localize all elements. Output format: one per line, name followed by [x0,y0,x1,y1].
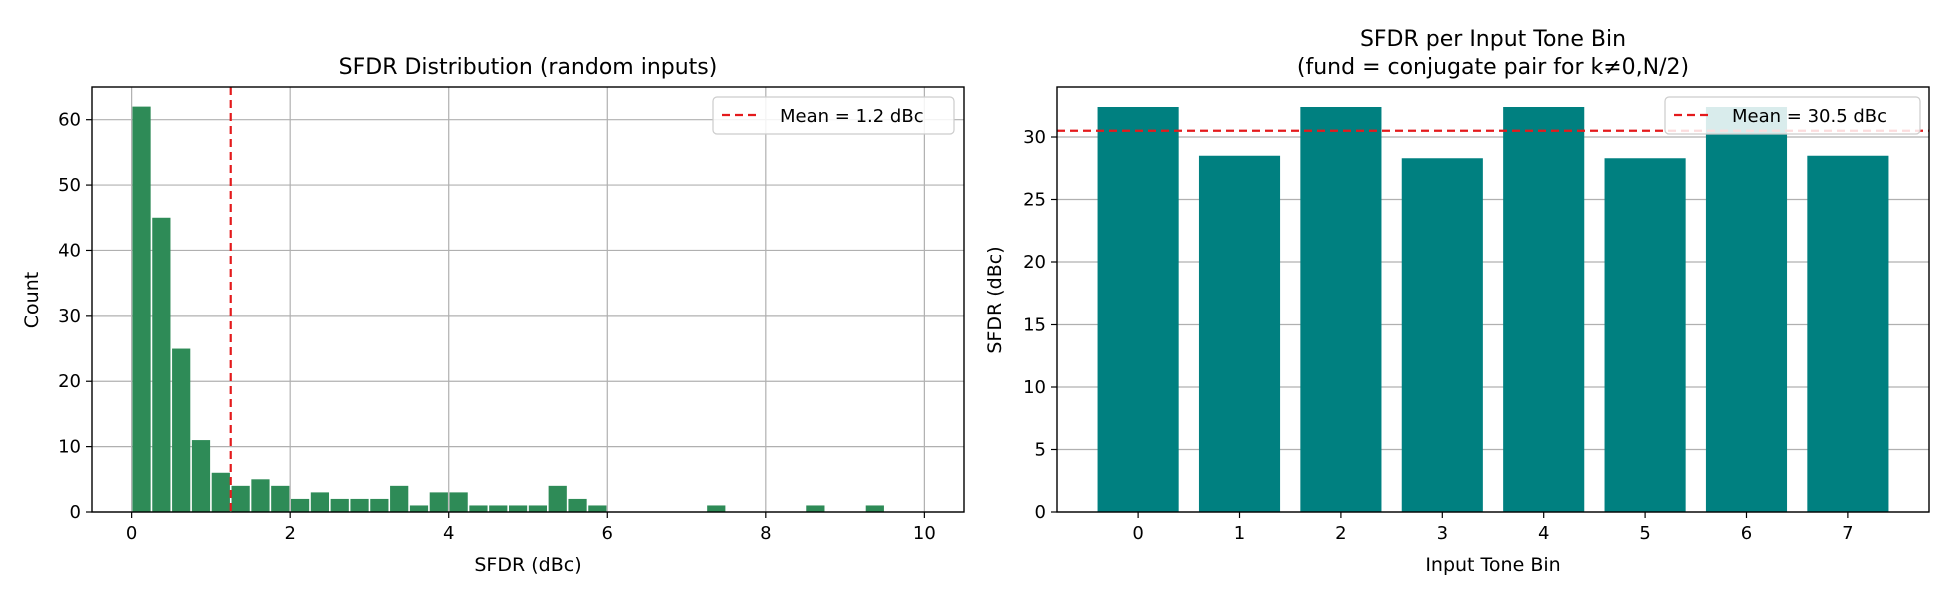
chart1-histogram-bar [330,498,349,512]
chart1-legend-label: Mean = 1.2 dBc [780,106,924,127]
chart1-histogram-bar [290,498,310,512]
chart2-title: SFDR per Input Tone Bin [1360,27,1626,52]
chart1-histogram-bar [588,505,607,512]
chart2-x-tick-label: 6 [1741,523,1752,544]
chart2-bar [1807,155,1889,512]
histogram-chart: SFDR Distribution (random inputs) 0 2 4 6 8 1… [21,55,965,576]
bar-chart: SFDR per Input Tone Bin (fund = conjugat… [984,27,1930,576]
chart2-bar [1097,107,1179,512]
chart2-x-tick-label: 7 [1842,523,1853,544]
chart1-histogram-bar [449,492,468,512]
chart2-y-tick-label: 5 [1035,440,1046,461]
chart1-histogram-bar [211,472,230,512]
chart1-x-tick-label: 6 [602,523,613,544]
chart2-bar [1198,155,1281,512]
chart1-histogram-bar [409,505,429,512]
chart1-histogram-bar [390,485,409,512]
chart2-legend-label: Mean = 30.5 dBc [1732,106,1887,127]
chart1-y-ticks: 0 10 20 30 40 50 60 [58,110,92,523]
chart2-subtitle: (fund = conjugate pair for k≠0,N/2) [1297,55,1689,80]
chart1-x-axis-label: SFDR (dBc) [474,554,581,576]
chart1-histogram-bar [707,505,726,512]
chart1-histogram-bar [231,485,250,512]
chart1-x-tick-label: 8 [760,523,771,544]
chart2-y-axis-label: SFDR (dBc) [984,246,1006,353]
chart2-bar [1401,158,1483,512]
chart1-y-tick-label: 50 [58,175,81,196]
chart2-x-ticks: 0 1 2 3 4 5 6 7 [1132,512,1854,544]
chart2-plot-frame [1056,86,1930,513]
chart2-grid [1057,136,1929,513]
chart1-histogram-bar [429,492,448,512]
chart1-histogram-bar [489,505,508,512]
chart2-legend-box [1664,96,1921,135]
chart2-x-tick-label: 5 [1639,523,1650,544]
chart2-bar [1604,158,1686,512]
chart1-histogram-bar [528,505,548,512]
chart1-y-axis-label: Count [21,272,43,328]
chart2-bar [1503,107,1585,512]
chart2-y-tick-label: 20 [1023,252,1046,273]
chart1-x-tick-label: 10 [913,523,936,544]
chart1-x-tick-label: 4 [443,523,454,544]
chart1-histogram-bar [271,485,290,512]
chart1-legend: Mean = 1.2 dBc [712,96,955,135]
chart1-x-tick-label: 0 [126,523,137,544]
chart1-legend-box [712,96,955,135]
chart2-y-tick-label: 30 [1023,127,1046,148]
chart1-histogram-bar [172,348,191,512]
chart1-title: SFDR Distribution (random inputs) [339,55,718,80]
chart2-x-tick-label: 0 [1132,523,1143,544]
chart2-y-ticks: 0 5 10 15 20 25 30 [1023,127,1057,523]
chart1-y-tick-label: 10 [58,437,81,458]
chart1-histogram-bar [806,505,825,512]
chart1-x-ticks: 0 2 4 6 8 10 [126,512,936,544]
chart1-x-tick-label: 2 [284,523,295,544]
chart2-x-tick-label: 2 [1335,523,1346,544]
chart2-x-tick-label: 3 [1437,523,1448,544]
chart2-x-tick-label: 1 [1234,523,1245,544]
chart2-bars [1097,107,1889,512]
chart2-y-tick-label: 15 [1023,315,1046,336]
chart1-bars [132,106,884,512]
chart1-y-tick-label: 60 [58,110,81,131]
chart1-histogram-bar [350,498,369,512]
chart1-plot-frame [91,86,965,513]
chart1-grid [92,87,964,513]
chart1-histogram-bar [310,492,330,512]
chart2-x-tick-label: 4 [1538,523,1549,544]
chart1-histogram-bar [152,217,171,512]
chart2-x-axis-label: Input Tone Bin [1425,554,1560,576]
chart1-y-tick-label: 40 [58,240,81,261]
chart1-y-tick-label: 0 [70,502,81,523]
chart2-y-tick-label: 10 [1023,377,1046,398]
chart2-bar [1705,107,1788,512]
chart1-histogram-bar [132,106,151,512]
chart2-bar [1300,107,1382,512]
chart1-histogram-bar [251,479,270,512]
chart2-y-tick-label: 0 [1035,502,1046,523]
chart1-histogram-bar [508,505,528,512]
chart1-histogram-bar [548,485,567,512]
chart2-legend: Mean = 30.5 dBc [1664,96,1921,135]
chart1-histogram-bar [370,498,389,512]
chart1-histogram-bar [865,505,884,512]
chart1-histogram-bar [469,505,488,512]
chart1-y-tick-label: 20 [58,371,81,392]
chart1-histogram-bar [568,498,587,512]
chart2-y-tick-label: 25 [1023,190,1046,211]
chart1-y-tick-label: 30 [58,306,81,327]
chart1-histogram-bar [191,440,211,512]
